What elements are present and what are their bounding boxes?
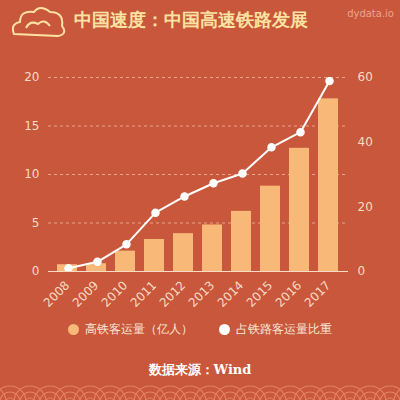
svg-text:2011: 2011: [128, 278, 159, 309]
html-text:高铁客运量（亿人）: 高铁客运量（亿人）: [85, 321, 193, 336]
html-text:中国速度：中国高速铁路发展: 中国速度：中国高速铁路发展: [74, 9, 308, 30]
svg-text:2017: 2017: [302, 278, 333, 309]
svg-text:2014: 2014: [215, 278, 246, 309]
html-text:数据来源：Wind: 数据来源：Wind: [148, 362, 252, 377]
svg-text:2016: 2016: [273, 278, 304, 309]
svg-text:20: 20: [358, 200, 373, 214]
svg-text:15: 15: [24, 119, 39, 133]
html-text:占铁路客运量比重: 占铁路客运量比重: [236, 321, 332, 336]
html-text:dydata.io: dydata.io: [347, 8, 394, 19]
svg-text:5: 5: [32, 216, 40, 230]
svg-text:2008: 2008: [41, 278, 72, 309]
svg-text:2009: 2009: [70, 278, 101, 309]
svg-text:2013: 2013: [186, 278, 217, 309]
svg-text:2010: 2010: [99, 278, 130, 309]
svg-text:2015: 2015: [244, 278, 275, 309]
svg-text:2012: 2012: [157, 278, 188, 309]
svg-text:10: 10: [24, 167, 39, 181]
svg-text:40: 40: [358, 135, 373, 149]
svg-text:20: 20: [24, 70, 39, 84]
svg-text:60: 60: [358, 70, 373, 84]
svg-text:0: 0: [32, 264, 40, 278]
svg-text:0: 0: [358, 264, 366, 278]
